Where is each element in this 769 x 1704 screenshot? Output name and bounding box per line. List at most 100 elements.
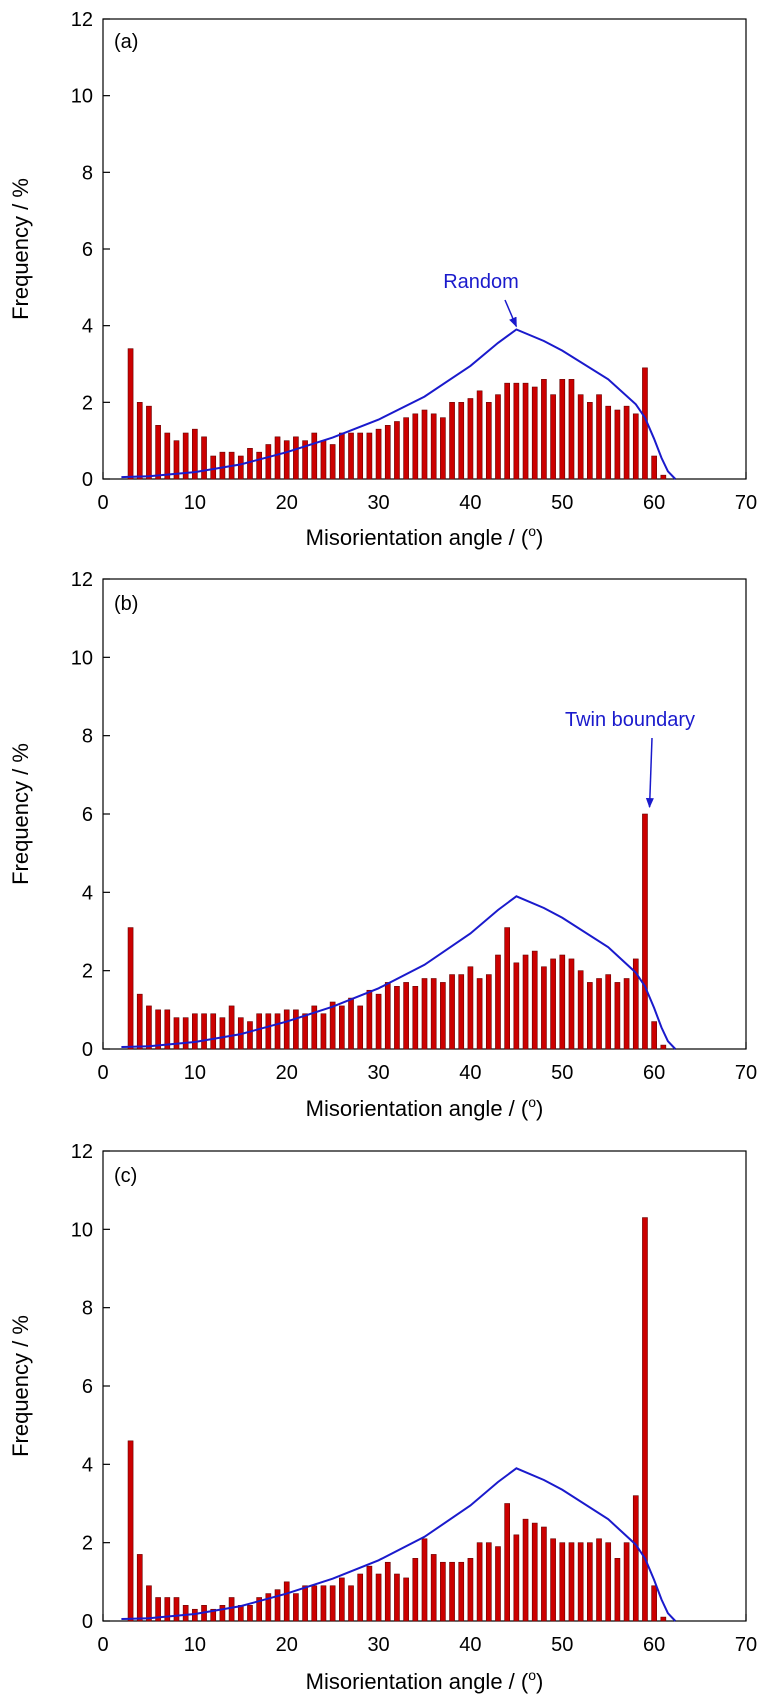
y-tick-label: 8 — [82, 726, 93, 748]
bar — [384, 982, 391, 1050]
bar — [403, 1577, 409, 1622]
bar — [146, 405, 152, 480]
bar — [449, 1561, 455, 1622]
x-tick-label: 10 — [184, 492, 206, 514]
bar — [182, 432, 189, 480]
y-tick-label: 2 — [82, 1533, 93, 1555]
bar — [623, 405, 630, 480]
x-axis-title: Misorientation angle / (o) — [306, 1094, 544, 1121]
bar — [274, 1013, 281, 1050]
bar — [348, 997, 354, 1050]
bar — [614, 982, 621, 1050]
bar — [531, 950, 538, 1050]
y-tick-label: 12 — [71, 9, 93, 31]
x-tick-label: 0 — [97, 1634, 108, 1656]
bar — [421, 409, 428, 480]
bar — [210, 1608, 217, 1622]
bar — [568, 379, 575, 480]
bar — [568, 1542, 575, 1622]
bar — [274, 436, 281, 480]
bar — [485, 402, 492, 480]
bar — [357, 432, 364, 480]
bar — [605, 974, 612, 1050]
x-tick-label: 70 — [735, 1634, 757, 1656]
bar — [375, 993, 382, 1050]
bar — [559, 379, 566, 480]
y-tick-label: 0 — [82, 1611, 93, 1633]
bar — [430, 1554, 437, 1622]
bar — [605, 405, 612, 480]
annotation-arrow — [504, 299, 518, 328]
x-tick-label: 30 — [367, 492, 389, 514]
bar — [228, 1597, 235, 1622]
bar — [577, 394, 584, 480]
bar — [485, 974, 492, 1050]
bar — [651, 1585, 657, 1622]
y-tick-label: 12 — [71, 1141, 93, 1163]
y-tick-label: 6 — [82, 804, 93, 826]
x-tick-label: 70 — [735, 492, 757, 514]
bar — [458, 1561, 465, 1622]
y-tick-label: 4 — [82, 1454, 93, 1476]
bar — [357, 1573, 364, 1622]
random-distribution-line — [121, 895, 677, 1050]
y-tick-label: 10 — [71, 86, 93, 108]
bar — [320, 440, 327, 480]
bar — [293, 1593, 299, 1622]
bar — [311, 1005, 318, 1050]
bar — [587, 402, 593, 480]
bar — [660, 1044, 667, 1050]
bar — [192, 1013, 198, 1050]
bar — [136, 1554, 143, 1622]
bar — [531, 386, 538, 480]
bar — [357, 1005, 364, 1050]
bar — [522, 1518, 529, 1622]
x-tick-label: 0 — [97, 492, 108, 514]
chart-panel-b: 0 2 4 6 8 10 12 0 10 20 30 40 50 60 70 (b) Misorientatio… — [8, 569, 757, 1121]
bar — [201, 436, 207, 480]
bar — [449, 402, 455, 480]
bar — [614, 409, 621, 480]
bar — [394, 421, 400, 480]
bar — [192, 428, 198, 480]
random-distribution-line — [121, 328, 677, 480]
bar — [394, 1573, 400, 1622]
bar — [587, 1542, 593, 1622]
bar — [651, 1021, 657, 1050]
chart-panel-c: 0 2 4 6 8 10 12 0 10 20 30 40 50 60 70 (c) Misorientatio… — [8, 1141, 757, 1694]
bar — [403, 982, 409, 1050]
bar — [155, 1009, 161, 1050]
x-axis-title: Misorientation angle / (o) — [306, 1667, 544, 1694]
bar — [293, 436, 299, 480]
bar — [412, 986, 419, 1050]
bar — [430, 978, 437, 1050]
bar — [182, 1017, 189, 1050]
y-tick-label: 2 — [82, 961, 93, 983]
bar — [164, 432, 171, 480]
bar — [550, 394, 556, 480]
x-tick-label: 40 — [459, 1062, 481, 1084]
annotation-label: Twin boundary — [565, 709, 695, 731]
bar — [513, 962, 520, 1050]
bar — [311, 1585, 318, 1622]
x-tick-label: 70 — [735, 1062, 757, 1084]
bar — [329, 444, 336, 480]
x-tick-label: 40 — [459, 492, 481, 514]
bar — [550, 958, 556, 1050]
bar — [265, 1593, 272, 1622]
y-tick-label: 4 — [82, 316, 93, 338]
bar — [237, 1605, 244, 1622]
bar — [440, 1561, 446, 1622]
panel-label: (a) — [114, 31, 138, 53]
bar — [201, 1013, 207, 1050]
bar — [587, 982, 593, 1050]
bar — [513, 382, 520, 480]
bar — [458, 402, 465, 480]
bar — [256, 1597, 262, 1622]
x-tick-label: 20 — [276, 1062, 298, 1084]
bar — [476, 390, 483, 480]
x-axis-title: Misorientation angle / (o) — [306, 523, 544, 550]
bar — [164, 1597, 171, 1622]
bar — [495, 1546, 501, 1622]
